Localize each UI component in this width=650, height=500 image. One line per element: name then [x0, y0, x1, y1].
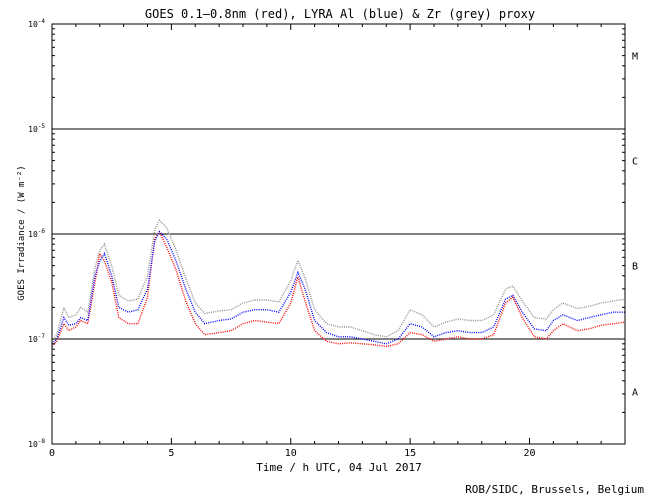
- plot-frame: [51, 23, 626, 445]
- class-label-a: A: [632, 388, 638, 399]
- y-tick-label: 10-8: [28, 438, 45, 449]
- x-tick-label: 0: [49, 448, 55, 459]
- class-label-b: B: [632, 262, 638, 273]
- y-tick-label: 10-4: [28, 18, 45, 29]
- class-label-c: C: [632, 157, 638, 168]
- chart-title: GOES 0.1–0.8nm (red), LYRA Al (blue) & Z…: [145, 7, 535, 21]
- x-tick-label: 5: [168, 448, 174, 459]
- x-tick-label: 20: [523, 448, 535, 459]
- x-axis-label: Time / h UTC, 04 Jul 2017: [256, 461, 422, 474]
- class-label-m: M: [632, 52, 638, 63]
- y-axis-label: GOES Irradiance / (W m⁻²): [17, 165, 27, 300]
- series-lyra-zr-proxy: [51, 219, 626, 342]
- x-tick-label: 15: [404, 448, 416, 459]
- y-tick-label: 10-5: [28, 123, 45, 134]
- series-lyra-al-proxy: [51, 230, 625, 345]
- credit-text: ROB/SIDC, Brussels, Belgium: [465, 483, 644, 496]
- x-tick-label: 10: [285, 448, 297, 459]
- y-tick-label: 10-6: [28, 228, 45, 239]
- y-tick-label: 10-7: [28, 333, 45, 344]
